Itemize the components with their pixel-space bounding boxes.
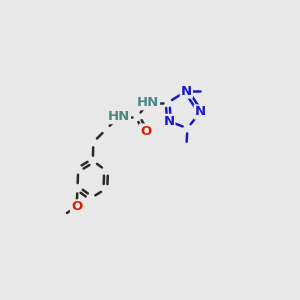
Text: N: N bbox=[163, 115, 174, 128]
Text: O: O bbox=[140, 124, 151, 137]
Text: HN: HN bbox=[137, 96, 159, 109]
Text: N: N bbox=[181, 85, 192, 98]
Text: O: O bbox=[71, 200, 82, 213]
Text: HN: HN bbox=[108, 110, 130, 123]
Text: N: N bbox=[195, 106, 206, 118]
